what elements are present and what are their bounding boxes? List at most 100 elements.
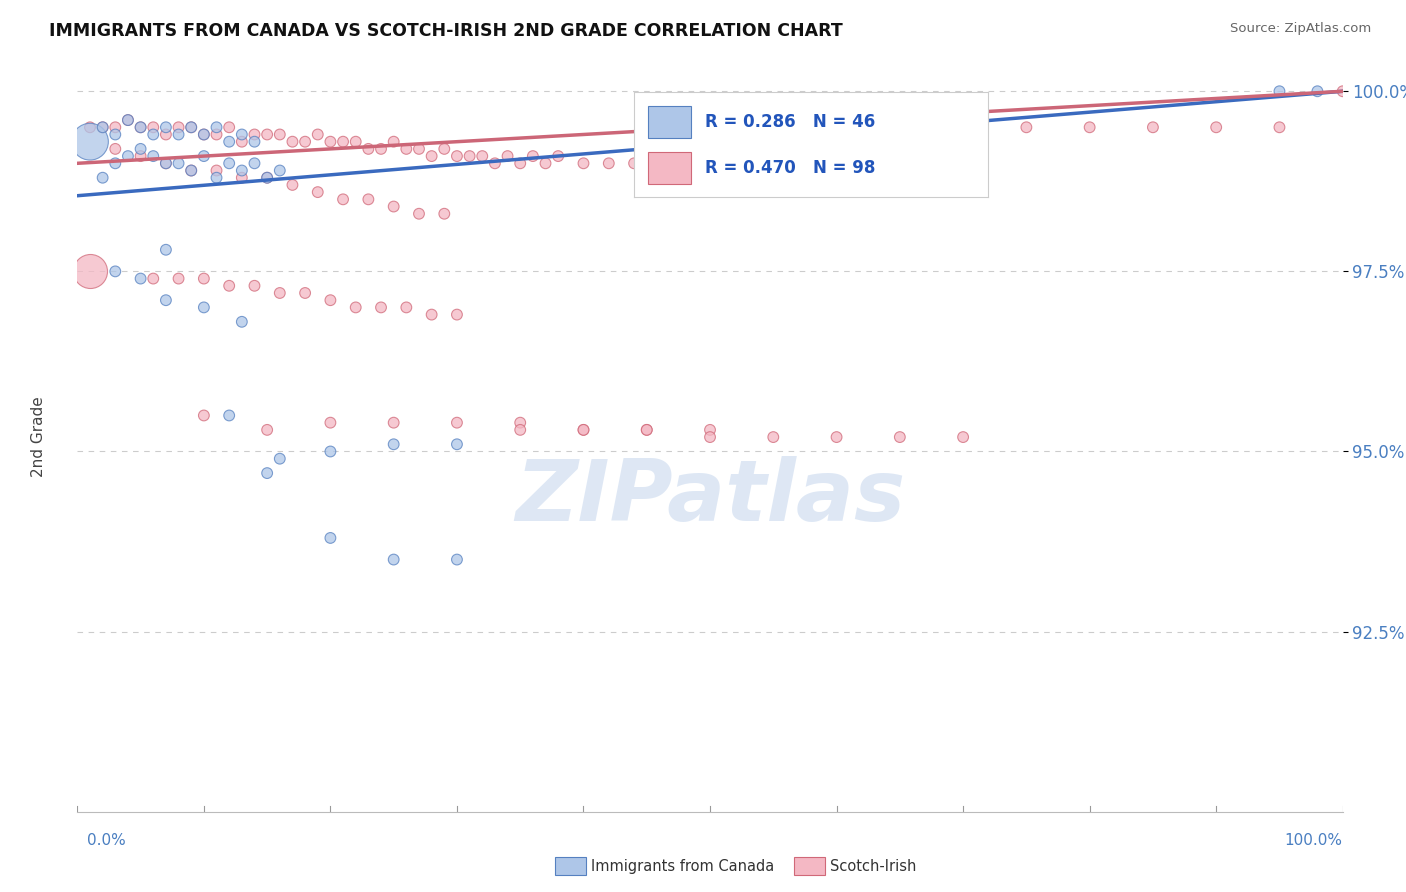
Point <box>231 170 253 185</box>
Point <box>1268 84 1291 98</box>
Point <box>91 120 114 135</box>
Point <box>458 149 481 163</box>
Point <box>117 113 139 128</box>
Point <box>142 120 165 135</box>
Point <box>825 120 848 135</box>
Point <box>1331 84 1354 98</box>
Point <box>408 142 430 156</box>
Point <box>231 128 253 142</box>
Point <box>1268 120 1291 135</box>
Point <box>155 156 177 170</box>
Text: Scotch-Irish: Scotch-Irish <box>830 859 915 873</box>
Point <box>357 192 380 206</box>
Point <box>91 170 114 185</box>
Point <box>357 142 380 156</box>
Point <box>104 156 127 170</box>
Point <box>129 149 152 163</box>
Point <box>167 271 190 285</box>
Point <box>218 135 240 149</box>
Point <box>433 142 456 156</box>
Point <box>1306 84 1329 98</box>
Point <box>104 120 127 135</box>
Point <box>572 423 595 437</box>
Point <box>598 156 620 170</box>
Text: IMMIGRANTS FROM CANADA VS SCOTCH-IRISH 2ND GRADE CORRELATION CHART: IMMIGRANTS FROM CANADA VS SCOTCH-IRISH 2… <box>49 22 844 40</box>
Point <box>193 128 215 142</box>
Point <box>572 156 595 170</box>
Point <box>1015 120 1038 135</box>
Point <box>155 156 177 170</box>
Point <box>319 293 342 308</box>
Point <box>218 120 240 135</box>
Point <box>446 416 468 430</box>
Point <box>205 170 228 185</box>
Point <box>256 466 278 480</box>
Point <box>382 416 405 430</box>
Point <box>319 531 342 545</box>
Point <box>281 135 304 149</box>
Point <box>117 149 139 163</box>
Point <box>129 142 152 156</box>
Point <box>180 163 202 178</box>
Point <box>180 163 202 178</box>
Point <box>104 128 127 142</box>
Point <box>1142 120 1164 135</box>
Point <box>522 149 544 163</box>
Point <box>180 120 202 135</box>
Point <box>370 142 392 156</box>
Point <box>623 156 645 170</box>
Point <box>952 120 974 135</box>
Point <box>420 308 443 322</box>
Point <box>167 156 190 170</box>
Point <box>129 271 152 285</box>
Point <box>319 416 342 430</box>
Point <box>155 120 177 135</box>
Point <box>344 301 367 315</box>
Point <box>256 170 278 185</box>
Point <box>344 135 367 149</box>
Point <box>382 437 405 451</box>
Point <box>256 128 278 142</box>
Y-axis label: 2nd Grade: 2nd Grade <box>31 397 45 477</box>
Text: 100.0%: 100.0% <box>1285 833 1343 847</box>
Point <box>205 128 228 142</box>
Point <box>231 315 253 329</box>
Point <box>382 552 405 566</box>
Point <box>382 135 405 149</box>
Point <box>193 271 215 285</box>
Point <box>636 423 658 437</box>
Text: 0.0%: 0.0% <box>87 833 127 847</box>
Point <box>218 156 240 170</box>
Point <box>193 301 215 315</box>
Point <box>889 430 911 444</box>
Point <box>167 120 190 135</box>
Point <box>307 185 329 199</box>
Point <box>572 423 595 437</box>
Point <box>294 285 316 300</box>
Point <box>281 178 304 192</box>
Point <box>446 308 468 322</box>
Point <box>471 149 494 163</box>
Point <box>446 149 468 163</box>
Point <box>307 128 329 142</box>
Point <box>243 278 266 293</box>
Point <box>547 149 569 163</box>
Point <box>420 149 443 163</box>
Point <box>129 120 152 135</box>
Point <box>269 451 291 466</box>
Point <box>699 430 721 444</box>
Point <box>142 271 165 285</box>
Point <box>243 128 266 142</box>
Point <box>395 301 418 315</box>
Point <box>534 156 557 170</box>
Point <box>370 301 392 315</box>
Point <box>433 207 456 221</box>
Point <box>825 430 848 444</box>
Point <box>155 128 177 142</box>
Point <box>1078 120 1101 135</box>
Point <box>129 120 152 135</box>
Point <box>142 128 165 142</box>
Text: ZIPatlas: ZIPatlas <box>515 456 905 539</box>
Point <box>205 163 228 178</box>
Point <box>167 128 190 142</box>
